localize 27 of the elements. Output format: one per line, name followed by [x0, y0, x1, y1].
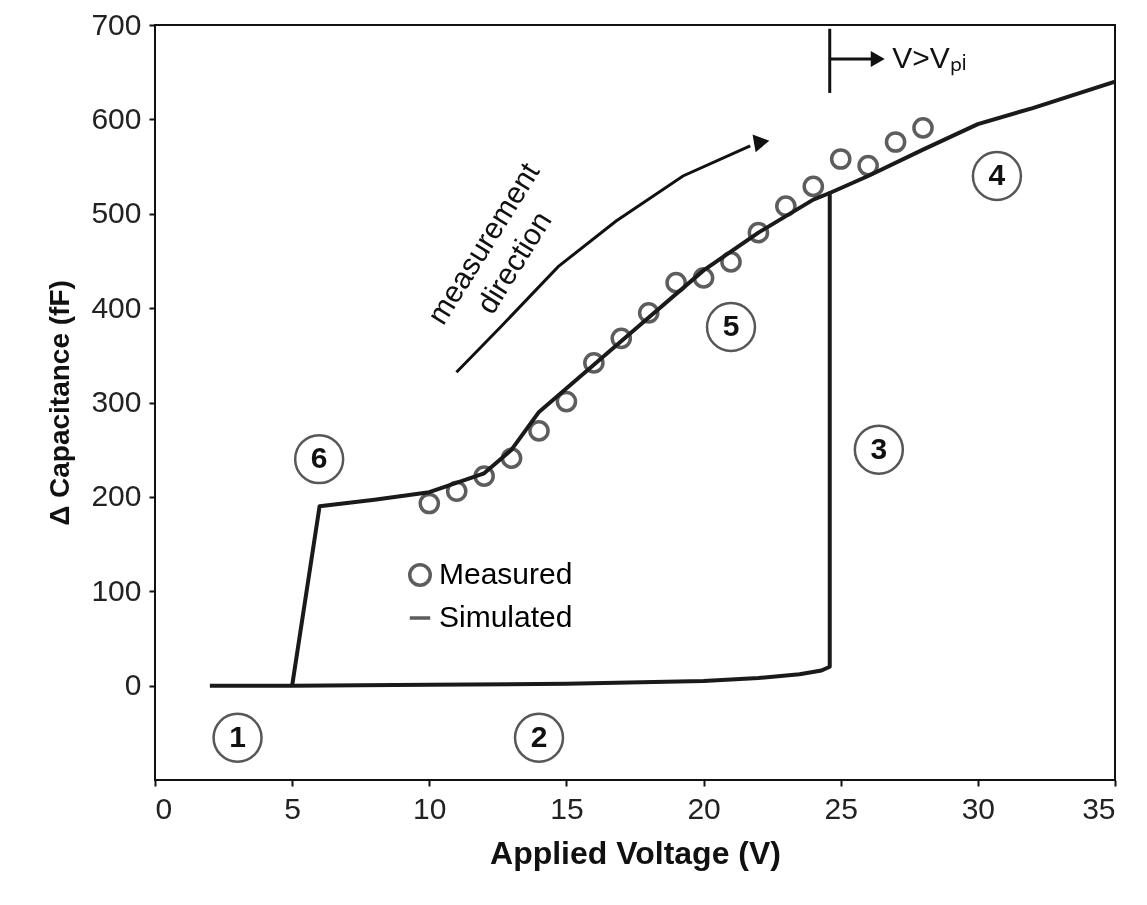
- y-tick-label: 500: [91, 196, 142, 230]
- y-tick-label: 0: [124, 668, 142, 702]
- x-tick-label: 0: [155, 791, 173, 825]
- y-tick-label: 300: [91, 385, 142, 418]
- annotation: 1: [229, 719, 246, 753]
- annotation: 3: [870, 431, 888, 465]
- y-tick-label: 700: [91, 7, 142, 41]
- y-tick-label: 400: [91, 290, 142, 324]
- x-tick-label: 30: [961, 791, 996, 825]
- legend-label: Measured: [439, 557, 573, 590]
- legend-label: Simulated: [439, 600, 573, 633]
- annotation: 5: [722, 309, 740, 342]
- annotation: 4: [988, 158, 1006, 191]
- x-tick-label: 20: [687, 791, 721, 825]
- annotation: 2: [530, 719, 548, 753]
- x-tick-label: 35: [1082, 791, 1116, 825]
- ref-line-label: V>Vₚᵢ: [892, 40, 967, 76]
- y-tick-label: 200: [91, 479, 142, 513]
- x-tick-label: 5: [284, 791, 301, 825]
- x-tick-label: 15: [550, 791, 584, 825]
- y-tick-label: 100: [91, 573, 142, 607]
- x-axis-title: Applied Voltage (V): [490, 834, 781, 871]
- y-tick-label: 600: [91, 101, 142, 135]
- y-axis-title: Δ Capacitance (fF): [44, 280, 76, 526]
- annotation: 6: [310, 441, 328, 475]
- x-tick-label: 10: [413, 791, 447, 825]
- x-tick-label: 25: [824, 791, 858, 825]
